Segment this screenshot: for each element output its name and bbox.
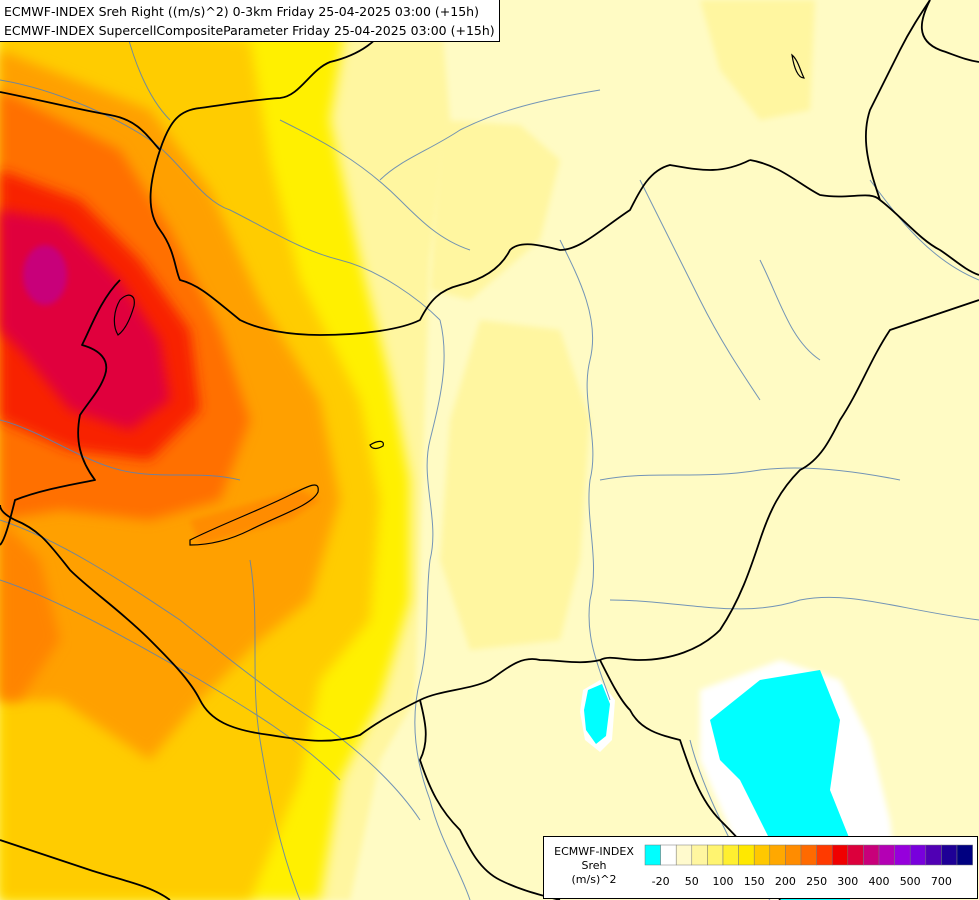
lake-neusiedl (113, 294, 135, 336)
legend-tick-label: -20 (652, 875, 670, 888)
legend-swatch (909, 844, 927, 866)
legend-tick-label: 500 (900, 875, 921, 888)
legend-swatch (675, 844, 693, 866)
lake-small-1 (369, 440, 384, 450)
legend-swatch (660, 844, 677, 866)
sreh-band-patch-center (440, 320, 590, 650)
legend-swatch (956, 844, 973, 866)
legend-swatch (738, 844, 755, 866)
sreh-negative-core-small (584, 684, 610, 744)
sreh-band-250-south (0, 520, 60, 700)
legend-swatch (816, 844, 833, 866)
legend-swatch (878, 844, 895, 866)
sreh-band-250-strip (190, 490, 320, 545)
legend-source: ECMWF-INDEX (554, 845, 634, 858)
legend-swatch (800, 844, 817, 866)
legend-colorbar: -20 50 100 150 200 250 300 400 500 700 (644, 844, 973, 888)
legend-swatch (941, 844, 958, 866)
legend-unit: (m/s)^2 (571, 873, 617, 886)
legend-swatch (863, 844, 880, 866)
legend-swatch (722, 844, 739, 866)
legend-swatch (785, 844, 802, 866)
legend-tick-label: 400 (869, 875, 890, 888)
legend-swatch (831, 844, 849, 866)
legend-tick-label: 50 (685, 875, 699, 888)
legend-swatch (847, 844, 864, 866)
color-legend: ECMWF-INDEX Sreh (m/s)^2 -20 50 100 150 200 2… (543, 836, 978, 899)
legend-tick-label: 250 (806, 875, 827, 888)
lake-small-2 (791, 53, 805, 79)
sreh-band-patch-upper (430, 120, 560, 300)
legend-swatch (894, 844, 911, 866)
legend-tick-label: 700 (931, 875, 952, 888)
legend-swatch (707, 844, 724, 866)
title-line-scp: ECMWF-INDEX SupercellCompositeParameter … (4, 23, 495, 38)
lake-balaton (189, 484, 319, 546)
legend-tick-label: 300 (837, 875, 858, 888)
legend-swatch (925, 844, 942, 866)
map-title-box: ECMWF-INDEX Sreh Right ((m/s)^2) 0-3km F… (0, 0, 500, 42)
legend-swatch (769, 844, 786, 866)
legend-swatch (753, 844, 771, 866)
legend-tick-label: 200 (775, 875, 796, 888)
legend-tick-label: 150 (744, 875, 765, 888)
title-line-sreh: ECMWF-INDEX Sreh Right ((m/s)^2) 0-3km F… (4, 4, 479, 19)
legend-swatch (644, 844, 661, 866)
legend-title: ECMWF-INDEX Sreh (m/s)^2 (548, 845, 640, 887)
lakes (113, 53, 805, 546)
legend-tick-label: 100 (713, 875, 734, 888)
legend-variable: Sreh (581, 859, 607, 872)
legend-swatch (691, 844, 708, 866)
sreh-max-500 (23, 245, 67, 305)
sreh-band-patch-top (700, 0, 815, 120)
